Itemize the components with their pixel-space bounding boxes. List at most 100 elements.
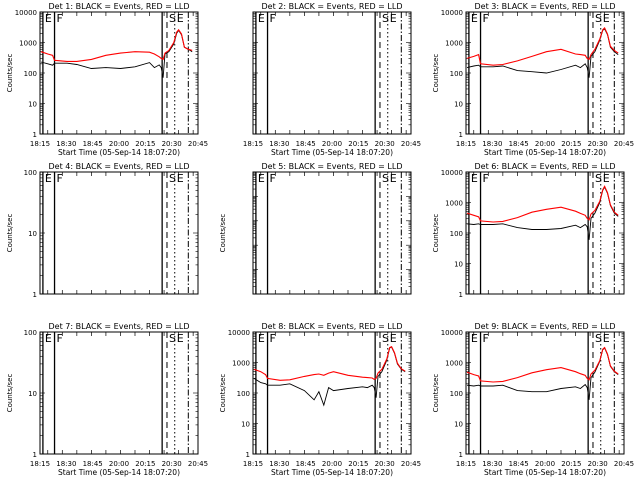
event-marker-label: E bbox=[177, 332, 184, 345]
series-line-lld bbox=[466, 185, 619, 223]
x-tick-label: 18:30 bbox=[56, 140, 76, 148]
event-marker-label: E bbox=[258, 172, 265, 185]
event-marker-label: E bbox=[177, 12, 184, 25]
plot-frame bbox=[252, 171, 412, 295]
x-tick-label: 20:45 bbox=[188, 140, 208, 148]
event-marker-label: E bbox=[258, 12, 265, 25]
x-tick-label: 20:00 bbox=[109, 460, 129, 468]
x-tick-label: 18:45 bbox=[509, 460, 529, 468]
panel-title: Det 7: BLACK = Events, RED = LLD bbox=[49, 322, 190, 331]
x-tick-label: 20:30 bbox=[162, 460, 182, 468]
event-marker-label: E bbox=[390, 332, 397, 345]
x-tick-label: 18:30 bbox=[482, 460, 502, 468]
x-tick-label: 20:30 bbox=[162, 140, 182, 148]
series-line-events bbox=[466, 186, 619, 240]
series-line-events bbox=[466, 347, 619, 400]
event-marker-label: E bbox=[390, 12, 397, 25]
x-axis-label: Start Time (05-Sep-14 18:07:20) bbox=[484, 468, 606, 477]
y-tick-label: 100 bbox=[24, 70, 37, 78]
panel-det-9: Det 9: BLACK = Events, RED = LLD 18:15 18:… bbox=[432, 322, 634, 477]
y-axis-label: Counts/sec bbox=[432, 54, 440, 93]
x-tick-label: 18:15 bbox=[30, 460, 50, 468]
x-tick-label: 20:30 bbox=[588, 140, 608, 148]
y-tick-label: 10000 bbox=[441, 9, 463, 17]
x-tick-label: 18:45 bbox=[509, 140, 529, 148]
event-marker-label: F bbox=[483, 332, 489, 345]
event-marker-label: S bbox=[169, 172, 176, 185]
series-line-events bbox=[253, 346, 406, 407]
y-tick-label: 1 bbox=[459, 291, 463, 299]
x-tick-label: 20:15 bbox=[561, 140, 581, 148]
x-axis-label: Start Time (05-Sep-14 18:07:20) bbox=[271, 148, 393, 157]
event-marker-label: E bbox=[471, 332, 478, 345]
x-tick-label: 20:15 bbox=[348, 460, 368, 468]
event-marker-label: F bbox=[57, 12, 63, 25]
y-axis-label: Counts/sec bbox=[219, 214, 227, 253]
y-tick-label: 10 bbox=[28, 230, 37, 238]
panel-title: Det 1: BLACK = Events, RED = LLD bbox=[49, 2, 190, 11]
event-marker-label: F bbox=[270, 12, 276, 25]
panel-det-2: Det 2: BLACK = Events, RED = LLD 18:15 18:… bbox=[243, 2, 421, 157]
x-tick-label: 18:15 bbox=[243, 140, 263, 148]
y-tick-label: 1 bbox=[33, 451, 37, 459]
event-marker-label: E bbox=[45, 172, 52, 185]
event-marker-label: S bbox=[382, 12, 389, 25]
event-marker-label: E bbox=[471, 172, 478, 185]
panel-title: Det 6: BLACK = Events, RED = LLD bbox=[475, 162, 616, 171]
event-marker-label: F bbox=[483, 12, 489, 25]
event-marker-label: F bbox=[57, 332, 63, 345]
y-tick-label: 1 bbox=[33, 131, 37, 139]
x-tick-label: 18:15 bbox=[456, 460, 476, 468]
x-tick-label: 20:00 bbox=[322, 140, 342, 148]
y-tick-label: 100 bbox=[450, 390, 463, 398]
x-tick-label: 18:15 bbox=[243, 460, 263, 468]
event-marker-label: E bbox=[390, 172, 397, 185]
x-tick-label: 18:30 bbox=[269, 140, 289, 148]
x-tick-label: 20:45 bbox=[401, 460, 421, 468]
y-tick-label: 10000 bbox=[441, 169, 463, 177]
event-marker-label: S bbox=[595, 332, 602, 345]
y-tick-label: 1000 bbox=[19, 40, 37, 48]
event-marker-label: E bbox=[177, 172, 184, 185]
panel-det-1: Det 1: BLACK = Events, RED = LLD 18:15 18:… bbox=[6, 2, 208, 157]
y-tick-label: 1000 bbox=[445, 360, 463, 368]
event-marker-label: E bbox=[603, 12, 610, 25]
panel-title: Det 5: BLACK = Events, RED = LLD bbox=[262, 162, 403, 171]
series-line-lld bbox=[466, 346, 619, 383]
y-axis-label: Counts/sec bbox=[6, 54, 14, 93]
x-tick-label: 18:15 bbox=[30, 140, 50, 148]
x-tick-label: 20:00 bbox=[109, 140, 129, 148]
panel-det-7: Det 7: BLACK = Events, RED = LLD 18:15 18:… bbox=[6, 322, 208, 477]
y-tick-label: 100 bbox=[450, 70, 463, 78]
y-tick-label: 10 bbox=[241, 421, 250, 429]
x-axis-label: Start Time (05-Sep-14 18:07:20) bbox=[58, 148, 180, 157]
y-axis-label: Counts/sec bbox=[6, 214, 14, 253]
panel-title: Det 9: BLACK = Events, RED = LLD bbox=[475, 322, 616, 331]
x-tick-label: 18:30 bbox=[269, 460, 289, 468]
x-tick-label: 20:30 bbox=[375, 140, 395, 148]
event-marker-label: S bbox=[169, 12, 176, 25]
panel-det-4: Det 4: BLACK = Events, RED = LLD 1 10 100 Co… bbox=[6, 162, 199, 299]
y-tick-label: 10 bbox=[454, 261, 463, 269]
x-tick-label: 20:45 bbox=[614, 140, 634, 148]
y-tick-label: 10000 bbox=[441, 329, 463, 337]
y-tick-label: 1000 bbox=[445, 200, 463, 208]
event-marker-label: S bbox=[169, 332, 176, 345]
panel-title: Det 3: BLACK = Events, RED = LLD bbox=[475, 2, 616, 11]
event-marker-label: E bbox=[258, 332, 265, 345]
y-tick-label: 1 bbox=[33, 291, 37, 299]
y-tick-label: 10 bbox=[454, 421, 463, 429]
event-marker-label: F bbox=[270, 172, 276, 185]
panel-title: Det 4: BLACK = Events, RED = LLD bbox=[49, 162, 190, 171]
y-axis-label: Counts/sec bbox=[432, 374, 440, 413]
panel-det-5: Det 5: BLACK = Events, RED = LLD Counts/s… bbox=[219, 162, 412, 295]
x-tick-label: 20:15 bbox=[561, 460, 581, 468]
x-tick-label: 20:15 bbox=[348, 140, 368, 148]
y-tick-label: 100 bbox=[237, 390, 250, 398]
y-tick-label: 1000 bbox=[232, 360, 250, 368]
x-tick-label: 18:45 bbox=[296, 460, 316, 468]
series-line-lld bbox=[466, 26, 619, 66]
event-marker-label: S bbox=[595, 12, 602, 25]
y-tick-label: 10 bbox=[28, 101, 37, 109]
